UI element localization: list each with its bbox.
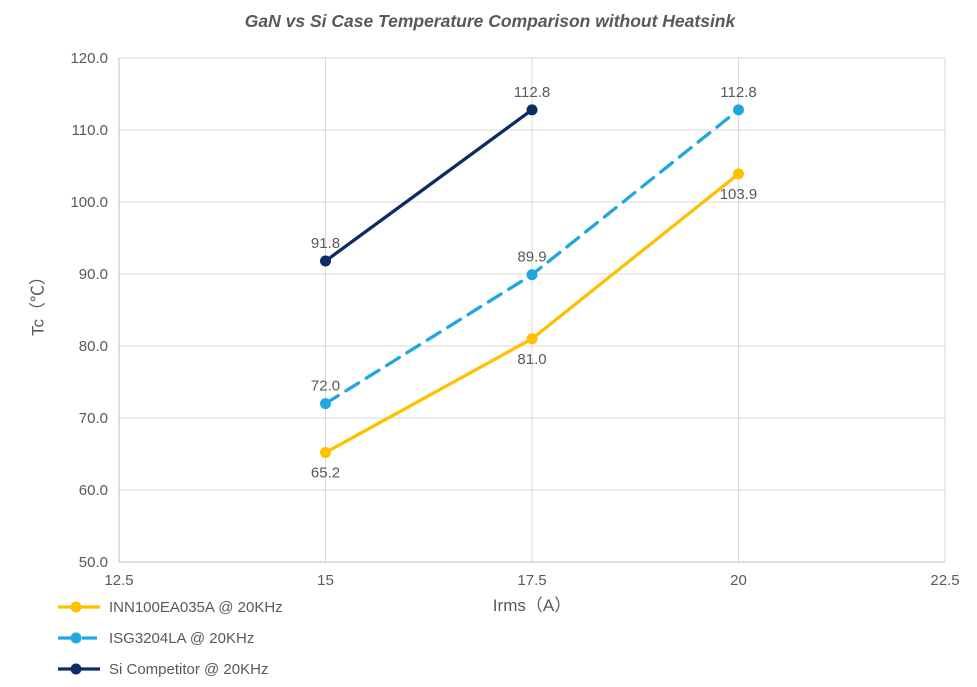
x-axis-title: Irms（A） — [492, 596, 572, 615]
x-tick-label: 15 — [317, 572, 334, 589]
data-point — [320, 447, 331, 459]
x-tick-label: 17.5 — [517, 572, 546, 589]
y-axis-title: Tc（℃） — [28, 268, 48, 336]
legend-label: ISG3204LA @ 20KHz — [109, 629, 255, 647]
chart-title: GaN vs Si Case Temperature Comparison wi… — [244, 11, 736, 31]
x-tick-label: 22.5 — [930, 572, 959, 589]
x-tick-label: 12.5 — [104, 572, 133, 589]
legend-marker-icon — [58, 632, 100, 644]
data-point — [320, 398, 331, 410]
legend-marker-icon — [58, 601, 100, 613]
legend-item: Si Competitor @ 20KHz — [56, 660, 283, 678]
data-label: 72.0 — [311, 378, 340, 395]
series-line — [323, 108, 534, 263]
y-tick-label: 120.0 — [70, 50, 108, 67]
y-tick-label: 110.0 — [72, 122, 108, 139]
data-label: 65.2 — [311, 465, 340, 482]
y-tick-label: 70.0 — [79, 410, 108, 427]
y-tick-label: 50.0 — [79, 554, 108, 571]
legend-item: ISG3204LA @ 20KHz — [56, 629, 283, 647]
legend-marker-icon — [58, 663, 100, 675]
legend-item: INN100EA035A @ 20KHz — [56, 598, 283, 616]
data-point — [526, 333, 538, 345]
chart-legend: INN100EA035A @ 20KHz ISG3204LA @ 20KHz Si … — [56, 598, 283, 678]
data-point — [733, 104, 744, 116]
legend-label: Si Competitor @ 20KHz — [109, 660, 269, 678]
data-label: 112.8 — [720, 84, 756, 101]
data-label: 103.9 — [720, 186, 758, 203]
data-label: 81.0 — [517, 351, 546, 368]
data-point — [320, 255, 331, 267]
data-point — [526, 104, 538, 116]
data-label: 112.8 — [514, 84, 550, 101]
legend-label: INN100EA035A @ 20KHz — [109, 598, 283, 616]
y-tick-label: 100.0 — [70, 194, 108, 211]
y-tick-label: 80.0 — [79, 338, 108, 355]
data-point — [526, 269, 538, 281]
data-label: 89.9 — [517, 249, 546, 266]
x-tick-label: 20 — [730, 572, 747, 589]
y-tick-label: 60.0 — [79, 482, 108, 499]
data-label: 91.8 — [311, 235, 340, 252]
data-point — [733, 168, 744, 180]
y-tick-label: 90.0 — [79, 266, 108, 283]
